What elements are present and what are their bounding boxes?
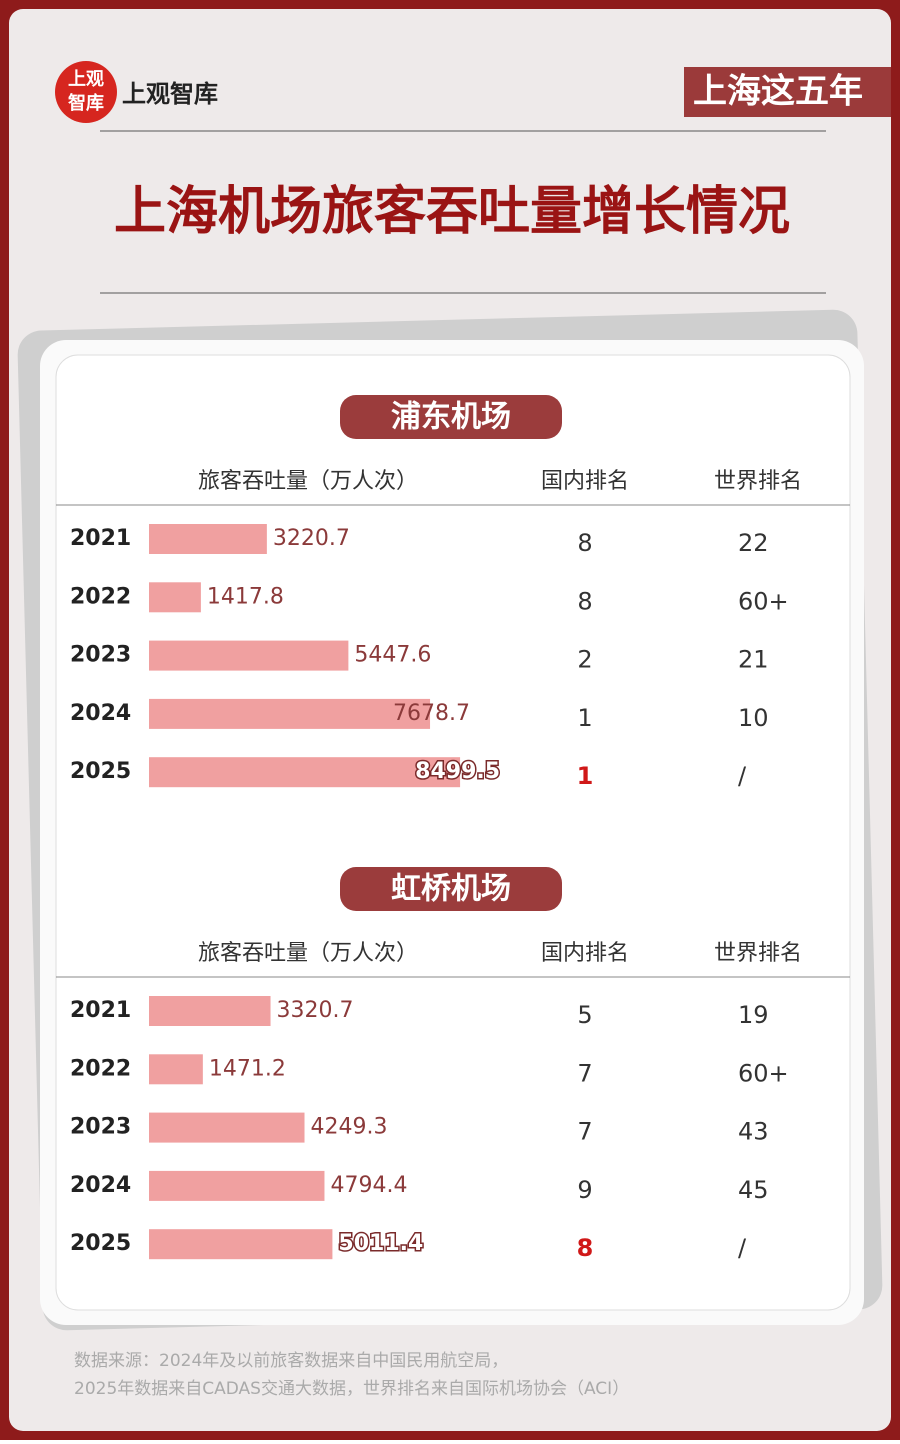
world-rank: /	[738, 1234, 747, 1262]
year: 2021	[70, 526, 131, 551]
column-header: 世界排名	[714, 469, 802, 494]
column-header: 国内排名	[541, 469, 629, 494]
logo-mark: 智库	[68, 92, 104, 114]
title: 上海机场旅客吞吐量增长情况	[114, 182, 790, 242]
year: 2022	[70, 1056, 131, 1081]
bar-label: 5011.4	[338, 1231, 423, 1256]
tag-box	[684, 67, 891, 117]
bar-label: 8499.5	[415, 759, 500, 784]
bar-label: 5447.6	[354, 643, 431, 668]
source: 数据来源：2024年及以前旅客数据来自中国民用航空局，	[74, 1351, 508, 1371]
bar	[149, 1170, 325, 1201]
source: 2025年数据来自CADAS交通大数据，世界排名来自国际机场协会（ACI）	[74, 1379, 629, 1399]
domestic-rank: 2	[577, 646, 592, 674]
bar	[149, 582, 201, 613]
year: 2025	[70, 1231, 131, 1256]
domestic-rank: 8	[577, 587, 592, 615]
year: 2024	[70, 701, 131, 726]
column-header: 国内排名	[541, 941, 629, 966]
world-rank: 22	[738, 529, 769, 557]
year: 2021	[70, 998, 131, 1023]
bar-label: 1417.8	[207, 584, 284, 609]
bar	[149, 996, 271, 1026]
section-title: 浦东机场	[391, 400, 511, 435]
bar-label: 4794.4	[330, 1173, 407, 1198]
card	[55, 354, 851, 1311]
world-rank: 10	[738, 704, 769, 732]
section-pill	[340, 395, 562, 439]
world-rank: 45	[738, 1176, 769, 1204]
logo-mark: 上观	[68, 69, 104, 90]
logo-circle	[55, 61, 117, 123]
domestic-rank: 9	[577, 1176, 592, 1204]
section-title: 虹桥机场	[391, 872, 511, 907]
domestic-rank: 5	[577, 1001, 592, 1029]
domestic-rank: 1	[577, 704, 592, 732]
year: 2025	[70, 759, 131, 784]
year: 2023	[70, 643, 131, 668]
bar	[149, 1112, 305, 1143]
column-header: 世界排名	[714, 941, 802, 966]
world-rank: 19	[738, 1001, 769, 1029]
world-rank: 60+	[738, 587, 789, 615]
bar	[149, 524, 267, 554]
domestic-rank: 7	[577, 1118, 592, 1146]
domestic-rank: 1	[577, 762, 594, 790]
section-pill	[340, 867, 562, 911]
domestic-rank: 8	[577, 529, 592, 557]
bar-label: 3220.7	[273, 526, 350, 551]
world-rank: 60+	[738, 1059, 789, 1087]
world-rank: /	[738, 762, 747, 790]
year: 2024	[70, 1173, 131, 1198]
bar-label: 4249.3	[311, 1115, 388, 1140]
bar-label: 7678.7	[393, 701, 470, 726]
bar-label: 3320.7	[277, 998, 354, 1023]
tag: 上海这五年	[693, 72, 863, 112]
logo-text: 上观智库	[122, 80, 218, 108]
year: 2022	[70, 584, 131, 609]
bar	[149, 1054, 203, 1085]
column-header: 旅客吞吐量（万人次）	[198, 941, 418, 966]
column-header: 旅客吞吐量（万人次）	[198, 469, 418, 494]
domestic-rank: 8	[577, 1234, 594, 1262]
bar	[149, 698, 431, 729]
bar-label: 1471.2	[209, 1056, 286, 1081]
year: 2023	[70, 1115, 131, 1140]
world-rank: 43	[738, 1118, 769, 1146]
world-rank: 21	[738, 646, 769, 674]
domestic-rank: 7	[577, 1059, 592, 1087]
bar	[149, 1229, 333, 1260]
bar	[149, 757, 461, 788]
bar	[149, 640, 349, 671]
